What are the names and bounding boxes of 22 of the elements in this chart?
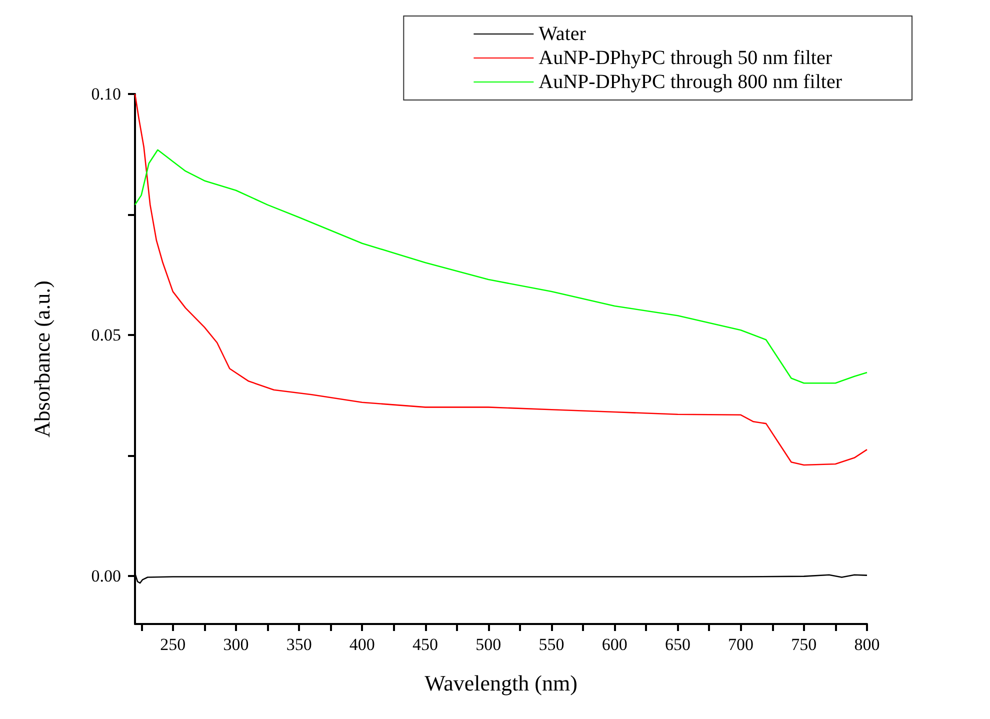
legend-label: AuNP-DPhyPC through 50 nm filter — [538, 47, 832, 69]
y-axis-title: Absorbance (a.u.) — [30, 280, 54, 438]
x-tick-label: 250 — [160, 635, 186, 654]
x-tick-label: 550 — [538, 635, 564, 654]
x-tick-label: 650 — [664, 635, 690, 654]
line-series — [134, 149, 868, 384]
legend-label: AuNP-DPhyPC through 800 nm filter — [538, 71, 842, 93]
x-tick-label: 800 — [854, 635, 880, 654]
x-tick-label: 450 — [412, 635, 438, 654]
x-axis-title: Wavelength (nm) — [424, 670, 578, 696]
x-tick-label: 750 — [791, 635, 817, 654]
y-tick-label: 0.05 — [91, 325, 121, 344]
line-series — [134, 93, 868, 466]
x-tick-label: 400 — [349, 635, 375, 654]
x-tick-label: 700 — [728, 635, 754, 654]
x-tick-label: 500 — [476, 635, 502, 654]
x-tick-label: 300 — [223, 635, 249, 654]
legend-label: Water — [538, 23, 586, 45]
y-tick-label: 0.10 — [91, 84, 121, 104]
y-tick-label: 0.00 — [91, 566, 121, 586]
x-tick-label: 600 — [602, 635, 628, 654]
x-tick-label: 350 — [286, 635, 312, 654]
